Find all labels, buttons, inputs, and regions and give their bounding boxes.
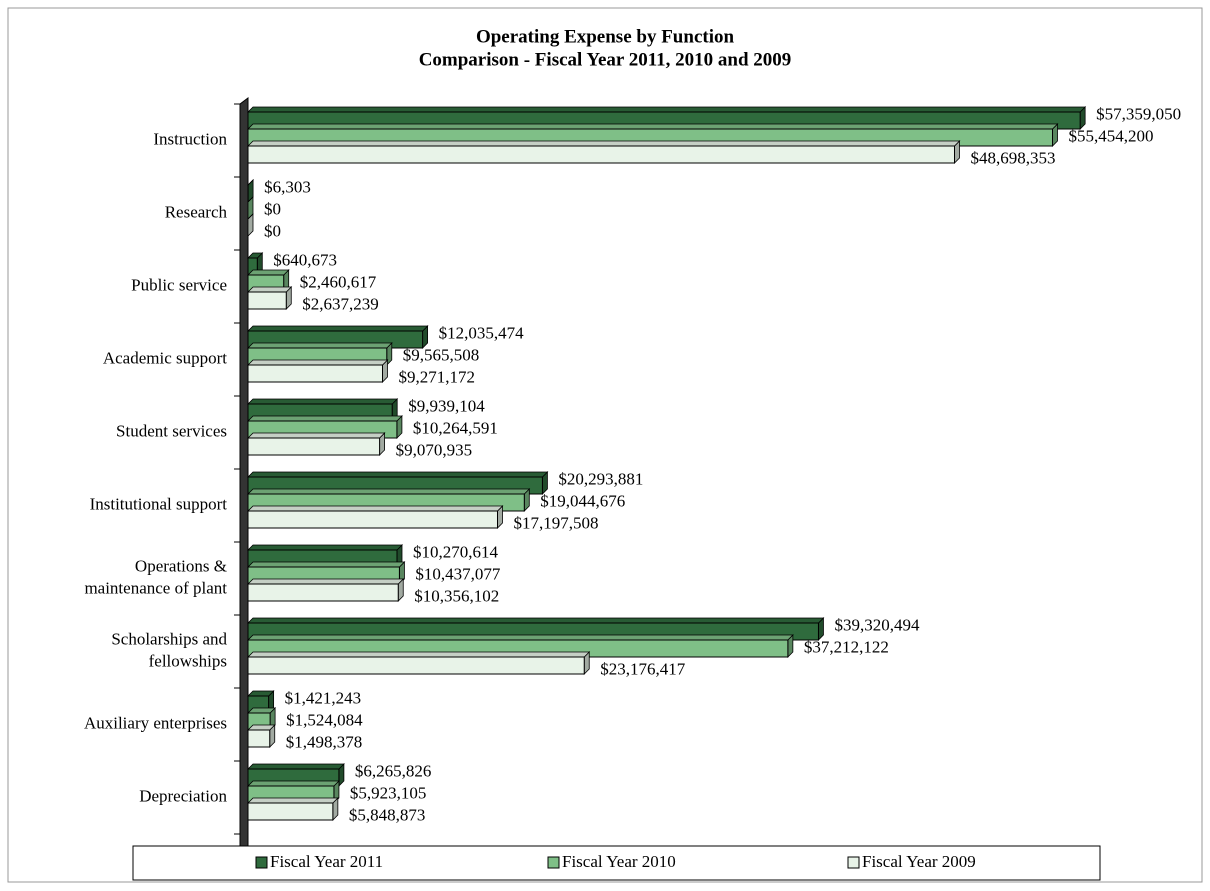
data-label: $23,176,417	[600, 659, 686, 678]
bar	[247, 802, 334, 821]
bar-top	[247, 797, 339, 804]
bar-top	[247, 196, 254, 203]
bar	[247, 583, 399, 602]
y-tick-label: Operations & maintenance of plant	[84, 556, 227, 597]
y-tick-label: Auxiliary enterprises	[84, 713, 227, 732]
legend-swatch	[847, 856, 860, 869]
data-label: $6,265,826	[355, 761, 432, 780]
bar-top	[247, 106, 1087, 113]
data-label: $0	[264, 199, 281, 218]
bar-top	[247, 578, 405, 585]
data-label: $17,197,508	[513, 513, 598, 532]
bar-top	[247, 617, 825, 624]
legend-label: Fiscal Year 2009	[862, 852, 976, 871]
bar	[247, 145, 956, 164]
data-label: $39,320,494	[834, 615, 920, 634]
bar-top	[247, 763, 345, 770]
data-label: $0	[264, 221, 281, 240]
bar-top	[247, 213, 254, 220]
bar-top	[247, 707, 277, 714]
bar-top	[247, 123, 1059, 130]
bar-top	[247, 140, 961, 147]
bar-top	[247, 505, 504, 512]
data-label: $1,498,378	[286, 732, 363, 751]
bar	[247, 437, 381, 456]
bar-top	[247, 471, 549, 478]
y-tick-label: Public service	[131, 275, 227, 294]
axis-wall	[239, 97, 249, 859]
data-label: $19,044,676	[540, 491, 625, 510]
data-label: $9,565,508	[403, 345, 480, 364]
data-label: $5,923,105	[350, 783, 427, 802]
data-label: $2,637,239	[302, 294, 379, 313]
chart-subtitle: Comparison - Fiscal Year 2011, 2010 and …	[419, 49, 792, 70]
y-tick-label: Academic support	[103, 348, 227, 367]
data-label: $55,454,200	[1069, 126, 1154, 145]
data-label: $10,437,077	[415, 564, 501, 583]
y-tick-label: Student services	[116, 421, 227, 440]
data-label: $5,848,873	[349, 805, 426, 824]
bar-top	[247, 724, 276, 731]
bar-top	[247, 780, 340, 787]
data-label: $12,035,474	[439, 323, 524, 342]
data-label: $48,698,353	[971, 148, 1056, 167]
bar-top	[247, 415, 403, 422]
bar-top	[247, 325, 429, 332]
bar-top	[247, 651, 591, 658]
data-label: $20,293,881	[558, 469, 643, 488]
data-label: $9,070,935	[396, 440, 473, 459]
data-label: $6,303	[264, 177, 311, 196]
bar-top	[247, 634, 794, 641]
bar-top	[247, 342, 393, 349]
bar	[247, 291, 287, 310]
data-label: $9,271,172	[399, 367, 476, 386]
bar-top	[247, 561, 406, 568]
bar-top	[247, 359, 389, 366]
data-label: $9,939,104	[408, 396, 485, 415]
y-tick-label: Institutional support	[90, 494, 228, 513]
chart-title: Operating Expense by Function	[476, 26, 735, 47]
data-label: $1,421,243	[285, 688, 362, 707]
bar-top	[247, 398, 399, 405]
data-label: $10,356,102	[414, 586, 499, 605]
data-label: $640,673	[273, 250, 337, 269]
bar-top	[247, 269, 290, 276]
legend-swatch	[547, 856, 560, 869]
legend-label: Fiscal Year 2010	[562, 852, 676, 871]
bar-top	[247, 432, 386, 439]
bar	[247, 510, 498, 529]
bar-top	[247, 544, 403, 551]
data-label: $1,524,084	[286, 710, 363, 729]
data-label: $10,270,614	[413, 542, 499, 561]
y-tick-label: Depreciation	[139, 786, 227, 805]
data-label: $57,359,050	[1096, 104, 1181, 123]
bar	[247, 729, 271, 748]
bar	[247, 364, 384, 383]
data-label: $2,460,617	[300, 272, 377, 291]
bar-top	[247, 286, 293, 293]
bar	[247, 656, 585, 675]
data-label: $37,212,122	[804, 637, 889, 656]
y-tick-label: Scholarships and fellowships	[111, 629, 227, 670]
legend-swatch	[255, 856, 268, 869]
bar-top	[247, 488, 531, 495]
bar-top	[247, 690, 275, 697]
data-label: $10,264,591	[413, 418, 498, 437]
y-tick-label: Instruction	[153, 129, 227, 148]
legend-label: Fiscal Year 2011	[270, 852, 383, 871]
y-tick-label: Research	[165, 202, 228, 221]
legend-box	[132, 845, 1101, 881]
